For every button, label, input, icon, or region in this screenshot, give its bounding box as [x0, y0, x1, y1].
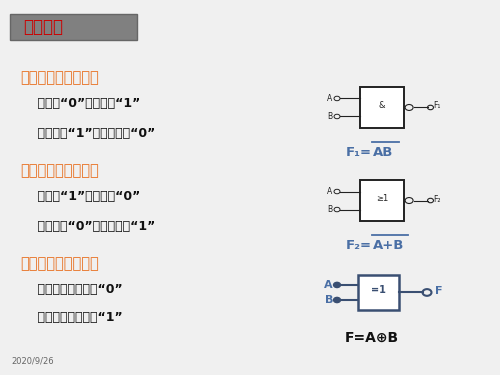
- Text: 输入全为“0”，输出才为“1”: 输入全为“0”，输出才为“1”: [20, 220, 156, 233]
- FancyBboxPatch shape: [10, 13, 137, 40]
- Text: B: B: [324, 295, 333, 305]
- Text: 异或门的逻辑功能：: 异或门的逻辑功能：: [20, 256, 99, 271]
- Bar: [360, 87, 404, 128]
- Text: 或非门的逻辑功能：: 或非门的逻辑功能：: [20, 163, 99, 178]
- Bar: [360, 180, 404, 221]
- Text: AB: AB: [374, 146, 394, 159]
- Circle shape: [334, 282, 340, 288]
- Circle shape: [334, 297, 340, 303]
- Text: F₁: F₁: [434, 102, 441, 111]
- Text: F=A⊕B: F=A⊕B: [344, 331, 399, 345]
- Text: 输入有“0”，输出为“1”: 输入有“0”，输出为“1”: [20, 97, 140, 110]
- Text: F₁=: F₁=: [346, 146, 372, 159]
- Text: 2020/9/26: 2020/9/26: [12, 356, 54, 365]
- Text: B: B: [328, 112, 332, 121]
- Text: A+B: A+B: [374, 239, 404, 252]
- Text: A: A: [324, 280, 333, 290]
- Text: 输入相同，输出为“0”: 输入相同，输出为“0”: [20, 284, 123, 296]
- Text: ≥1: ≥1: [376, 194, 388, 202]
- Text: F: F: [436, 286, 443, 296]
- Text: 输入全为“1”，输出才为“0”: 输入全为“1”，输出才为“0”: [20, 127, 156, 140]
- Text: B: B: [328, 205, 332, 214]
- Text: F₂=: F₂=: [346, 239, 372, 252]
- Text: A: A: [328, 187, 332, 196]
- Text: 输入有“1”，输出为“0”: 输入有“1”，输出为“0”: [20, 190, 140, 203]
- Text: 知识回顾: 知识回顾: [24, 18, 64, 36]
- Text: =1: =1: [371, 285, 386, 296]
- Text: A: A: [328, 94, 332, 103]
- Text: &: &: [378, 100, 385, 109]
- Text: 输入不同，输出为“1”: 输入不同，输出为“1”: [20, 311, 123, 324]
- Text: F₂: F₂: [434, 195, 441, 204]
- Text: 与非门的逻辑功能：: 与非门的逻辑功能：: [20, 70, 99, 85]
- Bar: [358, 275, 399, 310]
